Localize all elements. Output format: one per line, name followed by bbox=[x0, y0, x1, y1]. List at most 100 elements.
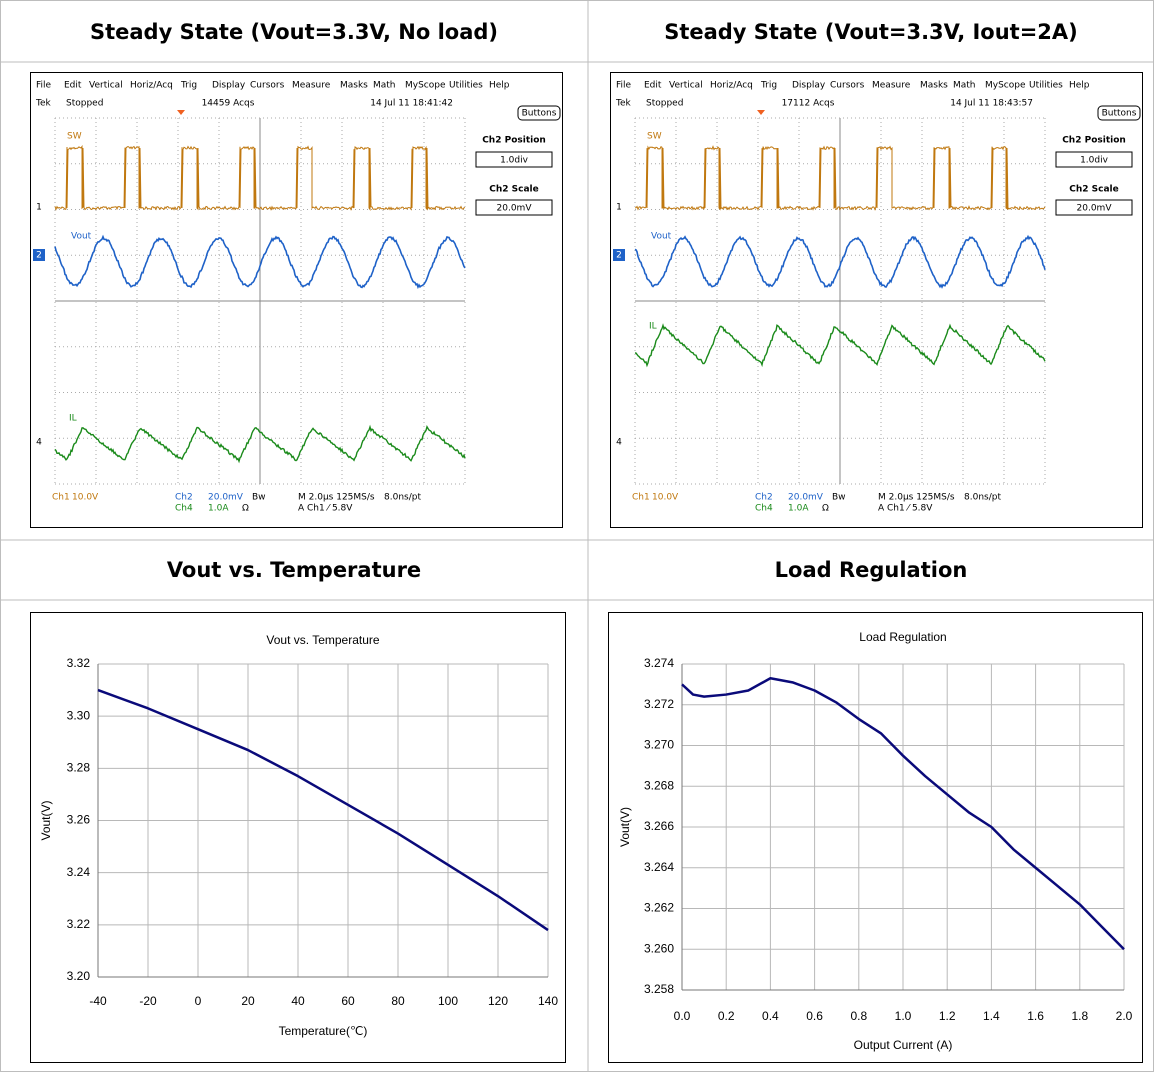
x-tick-label: 1.6 bbox=[1027, 1009, 1044, 1023]
y-tick-label: 3.268 bbox=[644, 778, 674, 792]
x-tick-label: 60 bbox=[341, 994, 355, 1008]
x-tick-label: 0.2 bbox=[718, 1009, 735, 1023]
readout: Ω bbox=[822, 504, 829, 514]
y-tick-label: 3.20 bbox=[67, 969, 91, 983]
x-tick-label: 0.8 bbox=[850, 1009, 867, 1023]
panel-label: Ch2 Position bbox=[1062, 136, 1126, 146]
chart-title: Vout vs. Temperature bbox=[266, 633, 380, 647]
menu-item: Math bbox=[373, 81, 396, 91]
cell-header: Steady State (Vout=3.3V, Iout=2A) bbox=[664, 20, 1078, 44]
scope-status: Stopped bbox=[66, 99, 103, 109]
y-axis-label: Vout(V) bbox=[618, 807, 632, 847]
menu-item: Vertical bbox=[89, 81, 123, 91]
acquisitions: 14459 Acqs bbox=[202, 99, 255, 109]
menu-item: Masks bbox=[340, 81, 368, 91]
readout: 20.0mV bbox=[208, 493, 244, 503]
x-tick-label: 1.0 bbox=[895, 1009, 912, 1023]
button-label: Buttons bbox=[522, 109, 557, 119]
cell-header: Load Regulation bbox=[775, 558, 968, 582]
menu-item: MyScope bbox=[405, 81, 446, 91]
menu-item: Utilities bbox=[449, 81, 483, 91]
menu-item: Math bbox=[953, 81, 976, 91]
menu-item: File bbox=[616, 81, 632, 91]
readout: Bw bbox=[832, 493, 846, 503]
x-tick-label: 0 bbox=[195, 994, 202, 1008]
readout: Ω bbox=[242, 504, 249, 514]
readout: Ch1 bbox=[52, 493, 70, 503]
menu-item: Display bbox=[792, 81, 826, 91]
menu-item: Trig bbox=[180, 81, 197, 91]
timestamp: 14 Jul 11 18:41:42 bbox=[370, 99, 453, 109]
y-tick-label: 3.272 bbox=[644, 697, 674, 711]
x-tick-label: 120 bbox=[488, 994, 508, 1008]
panel-value: 1.0div bbox=[1080, 156, 1109, 166]
x-tick-label: 20 bbox=[241, 994, 255, 1008]
readout: 1.0A bbox=[788, 504, 809, 514]
trace-label: Vout bbox=[71, 232, 92, 242]
y-tick-label: 3.30 bbox=[67, 708, 91, 722]
button-label: Buttons bbox=[1102, 109, 1137, 119]
panel-label: Ch2 Scale bbox=[489, 185, 539, 195]
x-tick-label: 100 bbox=[438, 994, 458, 1008]
menu-item: Horiz/Acq bbox=[710, 81, 753, 91]
chart-frame bbox=[609, 613, 1143, 1063]
readout: A Ch1 ⁄ 5.8V bbox=[878, 504, 933, 514]
readout: 8.0ns/pt bbox=[964, 493, 1001, 503]
readout: Ch1 bbox=[632, 493, 650, 503]
readout: Bw bbox=[252, 493, 266, 503]
readout: Ch2 bbox=[755, 493, 773, 503]
x-tick-label: 40 bbox=[291, 994, 305, 1008]
menu-item: Help bbox=[489, 81, 510, 91]
panel-value: 20.0mV bbox=[1077, 204, 1113, 214]
x-tick-label: 2.0 bbox=[1116, 1009, 1133, 1023]
menu-item: Vertical bbox=[669, 81, 703, 91]
y-tick-label: 3.274 bbox=[644, 656, 674, 670]
y-tick-label: 3.32 bbox=[67, 656, 91, 670]
menu-item: Measure bbox=[872, 81, 911, 91]
menu-item: Horiz/Acq bbox=[130, 81, 173, 91]
readout: 20.0mV bbox=[788, 493, 824, 503]
x-tick-label: 0.0 bbox=[674, 1009, 691, 1023]
menu-item: Edit bbox=[64, 81, 82, 91]
trace-label: IL bbox=[649, 322, 657, 332]
readout: 1.0A bbox=[208, 504, 229, 514]
channel-marker: 1 bbox=[36, 203, 42, 213]
menu-item: Display bbox=[212, 81, 246, 91]
channel-marker: 2 bbox=[36, 251, 42, 261]
y-tick-label: 3.258 bbox=[644, 982, 674, 996]
menu-item: MyScope bbox=[985, 81, 1026, 91]
y-tick-label: 3.28 bbox=[67, 761, 91, 775]
x-tick-label: 1.8 bbox=[1071, 1009, 1088, 1023]
menu-item: Cursors bbox=[250, 81, 285, 91]
menu-item: Masks bbox=[920, 81, 948, 91]
channel-marker: 2 bbox=[616, 251, 622, 261]
readout: 10.0V bbox=[72, 493, 99, 503]
x-axis-label: Output Current (A) bbox=[854, 1038, 953, 1052]
acquisitions: 17112 Acqs bbox=[782, 99, 835, 109]
channel-marker: 4 bbox=[36, 438, 42, 448]
scope-brand: Tek bbox=[35, 99, 52, 109]
timestamp: 14 Jul 11 18:43:57 bbox=[950, 99, 1033, 109]
cell-header: Vout vs. Temperature bbox=[167, 558, 421, 582]
x-tick-label: 0.4 bbox=[762, 1009, 779, 1023]
x-tick-label: -40 bbox=[89, 994, 107, 1008]
scope-status: Stopped bbox=[646, 99, 683, 109]
menu-item: Measure bbox=[292, 81, 331, 91]
y-tick-label: 3.270 bbox=[644, 738, 674, 752]
x-tick-label: 1.4 bbox=[983, 1009, 1000, 1023]
y-axis-label: Vout(V) bbox=[39, 800, 53, 840]
readout: 10.0V bbox=[652, 493, 679, 503]
x-tick-label: 0.6 bbox=[806, 1009, 823, 1023]
trace-label: SW bbox=[67, 132, 82, 142]
x-tick-label: 80 bbox=[391, 994, 405, 1008]
y-tick-label: 3.260 bbox=[644, 941, 674, 955]
panel-label: Ch2 Scale bbox=[1069, 185, 1119, 195]
x-tick-label: 1.2 bbox=[939, 1009, 956, 1023]
y-tick-label: 3.26 bbox=[67, 813, 91, 827]
menu-item: Cursors bbox=[830, 81, 865, 91]
y-tick-label: 3.264 bbox=[644, 860, 674, 874]
menu-item: Help bbox=[1069, 81, 1090, 91]
trace-label: Vout bbox=[651, 232, 672, 242]
x-tick-label: 140 bbox=[538, 994, 558, 1008]
